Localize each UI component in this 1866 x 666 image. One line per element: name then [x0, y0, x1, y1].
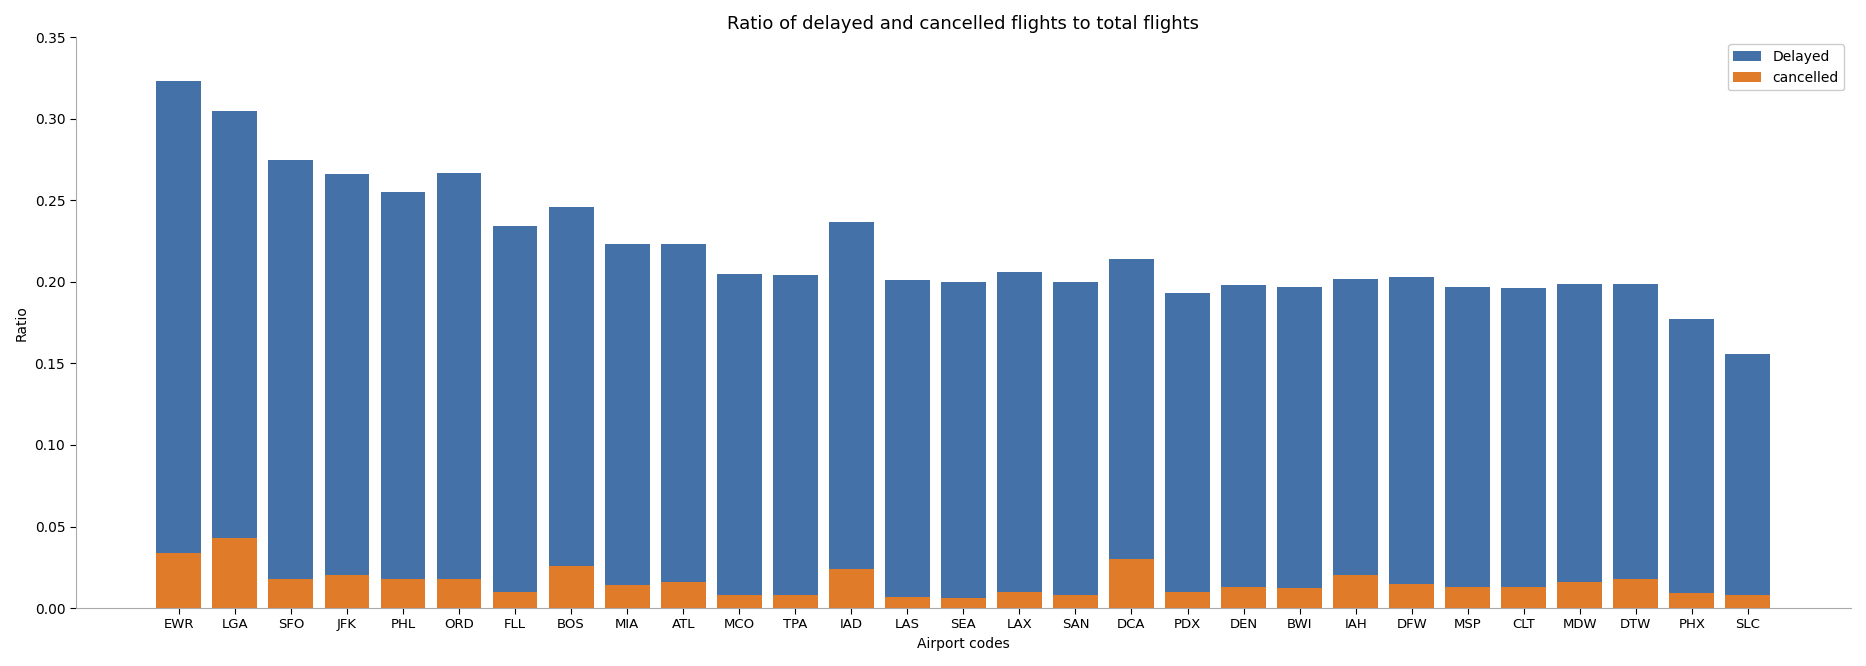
- Bar: [549, 565, 593, 608]
- Bar: [605, 244, 649, 585]
- Bar: [717, 274, 761, 595]
- Bar: [437, 579, 481, 608]
- Bar: [325, 575, 369, 608]
- Bar: [1108, 559, 1153, 608]
- Bar: [1276, 287, 1321, 589]
- Bar: [773, 595, 817, 608]
- Bar: [1614, 579, 1659, 608]
- Bar: [996, 272, 1041, 591]
- Bar: [1276, 589, 1321, 608]
- Bar: [717, 595, 761, 608]
- X-axis label: Airport codes: Airport codes: [916, 637, 1010, 651]
- Bar: [549, 207, 593, 565]
- Bar: [605, 585, 649, 608]
- Bar: [1502, 587, 1547, 608]
- Title: Ratio of delayed and cancelled flights to total flights: Ratio of delayed and cancelled flights t…: [728, 15, 1200, 33]
- Bar: [1558, 284, 1603, 582]
- Bar: [1726, 595, 1771, 608]
- Bar: [1164, 591, 1209, 608]
- Bar: [1614, 284, 1659, 579]
- Bar: [1446, 287, 1491, 587]
- Legend: Delayed, cancelled: Delayed, cancelled: [1728, 44, 1844, 91]
- Bar: [1390, 277, 1435, 583]
- Bar: [773, 276, 817, 595]
- Bar: [269, 579, 313, 608]
- Bar: [661, 244, 705, 582]
- Bar: [493, 226, 537, 591]
- Bar: [1670, 320, 1715, 593]
- Y-axis label: Ratio: Ratio: [15, 305, 30, 340]
- Bar: [157, 81, 202, 553]
- Bar: [437, 172, 481, 579]
- Bar: [661, 582, 705, 608]
- Bar: [1052, 282, 1097, 595]
- Bar: [940, 598, 985, 608]
- Bar: [1670, 593, 1715, 608]
- Bar: [493, 591, 537, 608]
- Bar: [884, 597, 929, 608]
- Bar: [996, 591, 1041, 608]
- Bar: [1164, 293, 1209, 591]
- Bar: [1332, 278, 1377, 575]
- Bar: [381, 192, 425, 579]
- Bar: [157, 553, 202, 608]
- Bar: [940, 282, 985, 598]
- Bar: [829, 569, 873, 608]
- Bar: [1220, 587, 1265, 608]
- Bar: [1332, 575, 1377, 608]
- Bar: [1220, 285, 1265, 587]
- Bar: [213, 111, 258, 538]
- Bar: [1052, 595, 1097, 608]
- Bar: [213, 538, 258, 608]
- Bar: [381, 579, 425, 608]
- Bar: [884, 280, 929, 597]
- Bar: [829, 222, 873, 569]
- Bar: [1446, 587, 1491, 608]
- Bar: [1726, 354, 1771, 595]
- Bar: [1558, 582, 1603, 608]
- Bar: [1502, 288, 1547, 587]
- Bar: [325, 174, 369, 575]
- Bar: [1390, 583, 1435, 608]
- Bar: [1108, 259, 1153, 559]
- Bar: [269, 160, 313, 579]
